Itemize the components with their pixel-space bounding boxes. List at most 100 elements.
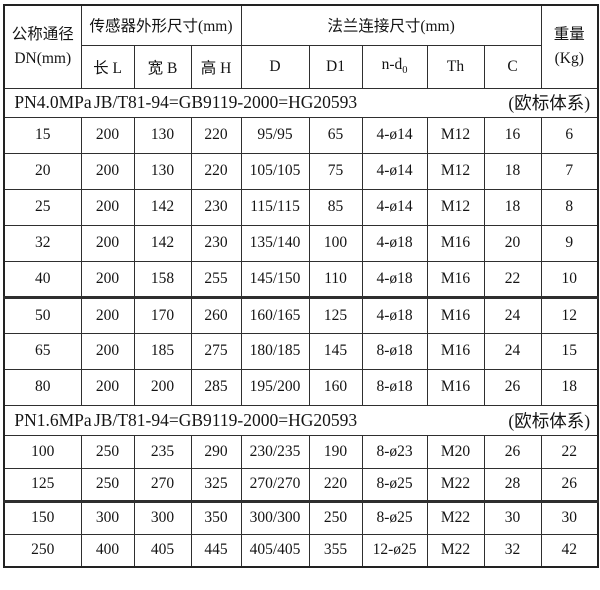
cell-d1: 110 (308, 260, 363, 299)
col-header-nd0-base: n-d (381, 56, 403, 74)
cell-weight: 6 (540, 116, 599, 154)
cell-d: 95/95 (240, 116, 310, 154)
standard-code: JB/T81-94=GB9119-2000=HG20593 (94, 92, 358, 112)
table-row: 80 200 200 285 195/200 160 8-ø18 M16 26 … (3, 368, 599, 406)
col-header-weight-line1: 重量 (553, 25, 585, 43)
cell-c: 26 (483, 434, 542, 469)
cell-width: 142 (133, 224, 192, 262)
cell-th: M16 (426, 260, 485, 299)
cell-dn: 150 (3, 500, 82, 535)
cell-d: 300/300 (240, 500, 310, 535)
cell-nd0: 8-ø25 (361, 467, 428, 503)
cell-dn: 250 (3, 533, 82, 568)
cell-c: 18 (483, 188, 542, 226)
cell-c: 32 (483, 533, 542, 568)
table-row: 125 250 270 325 270/270 220 8-ø25 M22 28… (3, 467, 599, 503)
flange-spec-table: 公称通径 DN(mm) 传感器外形尺寸(mm) 法兰连接尺寸(mm) 重量 (K… (3, 4, 600, 568)
cell-d1: 75 (308, 152, 363, 190)
col-header-dn-line2: DN(mm) (14, 49, 72, 67)
col-header-weight-line2: (Kg) (554, 49, 584, 67)
cell-length: 200 (80, 224, 135, 262)
cell-d: 145/150 (240, 260, 310, 299)
cell-height: 260 (190, 296, 242, 334)
col-header-dn-line1: 公称通径 (11, 25, 74, 43)
cell-height: 230 (190, 224, 242, 262)
cell-dn: 50 (3, 296, 82, 334)
cell-d1: 220 (308, 467, 363, 503)
cell-c: 30 (483, 500, 542, 535)
cell-weight: 12 (540, 296, 599, 334)
col-header-dn: 公称通径 DN(mm) (3, 4, 82, 89)
cell-weight: 9 (540, 224, 599, 262)
cell-nd0: 4-ø14 (361, 188, 428, 226)
group-header-flange-dimensions: 法兰连接尺寸(mm) (240, 4, 542, 46)
pn-rating-label: PN1.6MPa (14, 409, 92, 430)
cell-width: 185 (133, 332, 192, 370)
cell-height: 275 (190, 332, 242, 370)
cell-d1: 250 (308, 500, 363, 535)
cell-d: 105/105 (240, 152, 310, 190)
cell-c: 26 (483, 368, 542, 406)
cell-length: 200 (80, 296, 135, 334)
cell-nd0: 4-ø18 (361, 260, 428, 299)
cell-th: M12 (426, 188, 485, 226)
cell-dn: 100 (3, 434, 82, 469)
cell-height: 220 (190, 116, 242, 154)
col-header-weight: 重量 (Kg) (540, 4, 599, 89)
cell-d1: 355 (308, 533, 363, 568)
cell-d1: 160 (308, 368, 363, 406)
cell-c: 28 (483, 467, 542, 503)
col-header-nd0: n-d0 (361, 44, 428, 89)
cell-width: 270 (133, 467, 192, 503)
col-header-height: 高 H (190, 44, 242, 89)
cell-c: 20 (483, 224, 542, 262)
cell-th: M12 (426, 116, 485, 154)
table-row: 65 200 185 275 180/185 145 8-ø18 M16 24 … (3, 332, 599, 370)
cell-th: M22 (426, 533, 485, 568)
cell-d: 135/140 (240, 224, 310, 262)
cell-c: 22 (483, 260, 542, 299)
cell-d1: 145 (308, 332, 363, 370)
cell-dn: 80 (3, 368, 82, 406)
section-row-pn16: PN1.6MPa JB/T81-94=GB9119-2000=HG20593 (… (3, 404, 599, 436)
cell-weight: 30 (540, 500, 599, 535)
cell-th: M22 (426, 500, 485, 535)
table-row: 15 200 130 220 95/95 65 4-ø14 M12 16 6 (3, 116, 599, 154)
cell-dn: 20 (3, 152, 82, 190)
col-header-length: 长 L (80, 44, 135, 89)
cell-height: 325 (190, 467, 242, 503)
cell-nd0: 8-ø25 (361, 500, 428, 535)
table-row: 40 200 158 255 145/150 110 4-ø18 M16 22 … (3, 260, 599, 299)
cell-nd0: 8-ø18 (361, 332, 428, 370)
cell-d1: 85 (308, 188, 363, 226)
cell-nd0: 4-ø14 (361, 116, 428, 154)
cell-th: M16 (426, 332, 485, 370)
cell-width: 158 (133, 260, 192, 299)
cell-dn: 125 (3, 467, 82, 503)
table-row: 25 200 142 230 115/115 85 4-ø14 M12 18 8 (3, 188, 599, 226)
cell-length: 200 (80, 188, 135, 226)
table-row: 100 250 235 290 230/235 190 8-ø23 M20 26… (3, 434, 599, 469)
cell-length: 200 (80, 260, 135, 299)
cell-d1: 100 (308, 224, 363, 262)
cell-height: 445 (190, 533, 242, 568)
cell-c: 18 (483, 152, 542, 190)
cell-d: 270/270 (240, 467, 310, 503)
cell-weight: 8 (540, 188, 599, 226)
table-row: 32 200 142 230 135/140 100 4-ø18 M16 20 … (3, 224, 599, 262)
cell-nd0: 4-ø14 (361, 152, 428, 190)
table-row: 150 300 300 350 300/300 250 8-ø25 M22 30… (3, 500, 599, 535)
col-header-nd0-subscript: 0 (402, 65, 408, 77)
cell-nd0: 8-ø18 (361, 368, 428, 406)
cell-nd0: 8-ø23 (361, 434, 428, 469)
cell-height: 230 (190, 188, 242, 226)
cell-d: 115/115 (240, 188, 310, 226)
standard-code: JB/T81-94=GB9119-2000=HG20593 (94, 409, 358, 430)
cell-nd0: 4-ø18 (361, 296, 428, 334)
cell-d: 160/165 (240, 296, 310, 334)
cell-width: 130 (133, 152, 192, 190)
col-header-d: D (240, 44, 310, 89)
col-header-th: Th (426, 44, 485, 89)
cell-c: 16 (483, 116, 542, 154)
col-header-c: C (483, 44, 542, 89)
